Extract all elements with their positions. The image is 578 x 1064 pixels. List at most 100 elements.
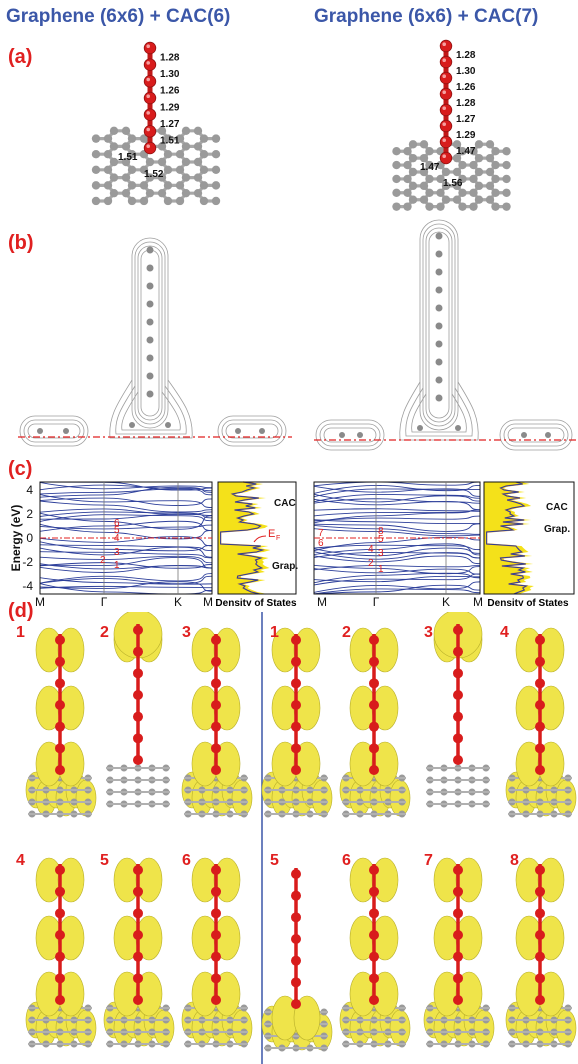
svg-text:M: M (317, 595, 327, 606)
chain-bond-label: 1.28 (456, 50, 476, 61)
orbital-left-5: 5 (100, 852, 109, 869)
state-label-right: 1 (378, 564, 384, 575)
contour-right-pills (315, 419, 573, 451)
chain-bond-label: 1.30 (160, 69, 180, 80)
band-structure-right (313, 481, 481, 595)
kpoint-labels: M Γ K M M Γ K M (35, 595, 483, 606)
svg-text:4: 4 (26, 483, 33, 497)
orbital-right-4: 4 (500, 624, 509, 641)
orbital-right-3: 3 (424, 624, 433, 641)
panel-b-contours (18, 219, 576, 451)
base-bond-right-2: 1.56 (443, 178, 463, 189)
svg-text:M: M (203, 595, 213, 606)
panel-a-structures: 1.28 1.30 1.26 1.29 1.27 1.51 1.28 1.30 1.26 1.2… (91, 39, 511, 211)
panel-c-bands: Energy (eV) 4 2 0 -2 -4 CAC Grap. E F CA… (9, 481, 575, 606)
orbital-plot (25, 857, 97, 1048)
svg-text:M: M (35, 595, 45, 606)
state-label-left: 6 (114, 518, 120, 529)
contour-right-stick (399, 219, 479, 441)
panel-label-d: (d) (8, 600, 34, 622)
svg-text:0: 0 (26, 531, 33, 545)
dos-left (218, 481, 271, 595)
state-label-right: 8 (378, 526, 384, 537)
band-structure-left (39, 481, 213, 595)
state-label-left: 1 (114, 560, 120, 571)
panel-label-a: (a) (8, 46, 33, 68)
chain-bond-label: 1.26 (456, 82, 476, 93)
svg-text:2: 2 (26, 507, 33, 521)
state-label-left: 4 (114, 533, 120, 544)
dos-axis-label-right: Density of States (487, 598, 569, 606)
energy-axis-label: Energy (eV) (9, 505, 23, 572)
orbital-left-2: 2 (100, 624, 109, 641)
orbital-left-1: 1 (16, 624, 25, 641)
orbital-plot (505, 627, 577, 818)
base-bond-right-1: 1.47 (420, 162, 440, 173)
panel-label-c: (c) (8, 458, 33, 480)
state-label-right: 5 (378, 534, 384, 545)
orbital-plot (103, 857, 175, 1048)
orbital-plot (339, 857, 411, 1048)
base-bond-left-2: 1.52 (144, 169, 164, 180)
chain-bond-label: 1.27 (456, 114, 476, 125)
y-ticks: 4 2 0 -2 -4 (22, 483, 33, 593)
orbital-plot (261, 868, 333, 1052)
svg-text:-4: -4 (22, 579, 33, 593)
orbital-left-4: 4 (16, 852, 25, 869)
chain-bond-label: 1.29 (456, 130, 476, 141)
graphene-lattice-left (91, 126, 221, 206)
svg-text:Γ: Γ (373, 595, 380, 606)
graphene-lattice-right (392, 140, 511, 211)
orbital-right-7: 7 (424, 852, 433, 869)
state-label-left: 5 (114, 525, 120, 536)
chain-bond-label: 1.28 (160, 52, 180, 63)
carbon-chain-right (439, 39, 453, 165)
orbital-plot (426, 612, 490, 808)
orbital-right-1: 1 (270, 624, 279, 641)
orbital-plot (106, 612, 170, 808)
state-label-right: 3 (378, 548, 384, 559)
orbital-right-6: 6 (342, 852, 351, 869)
carbon-chain-left (143, 41, 157, 155)
chain-bond-label: 1.51 (160, 136, 180, 147)
chain-bond-label: 1.28 (456, 98, 476, 109)
chain-bond-label: 1.47 (456, 146, 476, 157)
orbital-left-6: 6 (182, 852, 191, 869)
dos-right (484, 481, 534, 595)
state-label-left: 2 (100, 555, 106, 566)
svg-text:K: K (174, 595, 182, 606)
dos-right-grap: Grap. (544, 524, 570, 535)
state-label-right: 2 (368, 558, 374, 569)
title-cac7: Graphene (6x6) + CAC(7) (314, 6, 539, 27)
fermi-label: E (268, 528, 275, 540)
contour-left-pills (19, 415, 287, 447)
state-label-right: 4 (368, 544, 374, 555)
chain-bond-label: 1.30 (456, 66, 476, 77)
panel-label-b: (b) (8, 232, 34, 254)
orbital-right-2: 2 (342, 624, 351, 641)
dos-axis-label-left: Density of States (215, 598, 297, 606)
state-label-left: 3 (114, 547, 120, 558)
svg-text:F: F (276, 535, 280, 542)
orbital-plot (339, 627, 411, 818)
panel-d-orbitals (25, 612, 577, 1064)
orbital-plot (261, 627, 333, 818)
orbital-right-5: 5 (270, 852, 279, 869)
orbital-plot (505, 857, 577, 1048)
dos-left-grap: Grap. (272, 561, 298, 572)
svg-text:M: M (473, 595, 483, 606)
chain-bond-label: 1.26 (160, 86, 180, 97)
title-cac6: Graphene (6x6) + CAC(6) (6, 6, 231, 27)
orbital-plot (423, 857, 495, 1048)
svg-text:K: K (442, 595, 450, 606)
dos-left-cac: CAC (274, 498, 296, 509)
svg-text:-2: -2 (22, 555, 33, 569)
state-label-right: 7 (318, 528, 324, 539)
orbital-plot (181, 627, 253, 818)
orbital-plot (181, 857, 253, 1048)
state-label-right: 6 (318, 538, 324, 549)
orbital-plot (25, 627, 97, 818)
orbital-left-3: 3 (182, 624, 191, 641)
svg-text:Γ: Γ (101, 595, 108, 606)
chain-bond-label: 1.29 (160, 102, 180, 113)
